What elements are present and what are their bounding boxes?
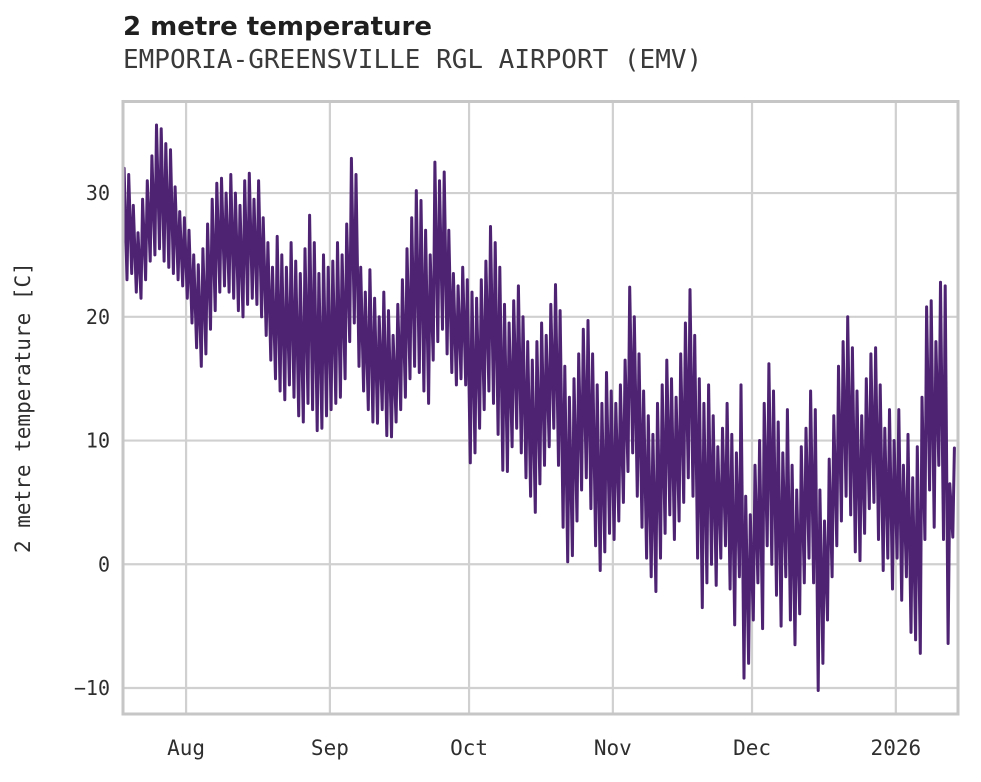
y-tick-label: 20 [86,305,110,329]
temperature-series-line [123,123,956,692]
x-tick-label: Nov [594,736,632,760]
y-tick-label: 0 [98,552,110,576]
chart-title: 2 metre temperature [123,12,432,42]
x-tick-label: Oct [450,736,488,760]
x-tick-label: Dec [733,736,771,760]
x-tick-label: Aug [167,736,205,760]
x-tick-label: 2026 [871,736,922,760]
y-tick-label: 30 [86,181,110,205]
x-tick-label: Sep [311,736,349,760]
y-tick-label: 10 [86,429,110,453]
plot-border [121,100,960,716]
chart-subtitle: EMPORIA-GREENSVILLE RGL AIRPORT (EMV) [123,45,703,75]
y-tick-label: −10 [74,676,110,700]
